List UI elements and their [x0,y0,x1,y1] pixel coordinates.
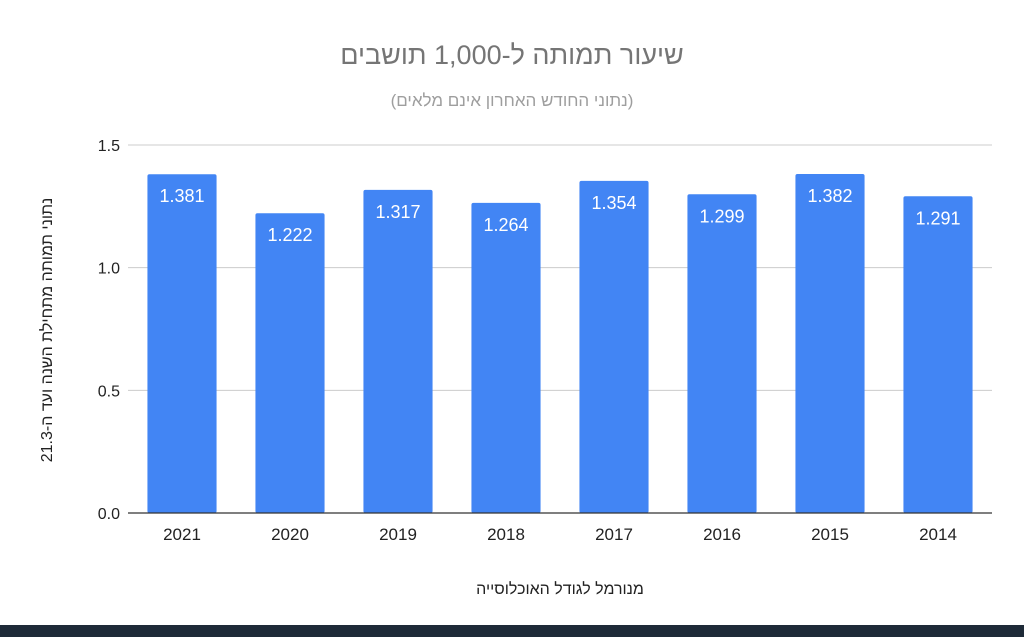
bar-value-label: 1.291 [915,208,960,228]
x-tick-label: 2015 [811,525,849,544]
x-tick-label: 2021 [163,525,201,544]
y-axis-ticks: 0.0 0.5 1.0 1.5 [98,138,120,523]
bar [687,194,757,513]
bar [255,213,325,513]
bar-value-label: 1.299 [699,206,744,226]
bars: 1.381 1.222 1.317 1.264 1.354 1.299 1.382 1.291 [147,173,973,514]
bar-value-label: 1.381 [159,186,204,206]
bar [471,202,541,513]
x-tick-label: 2019 [379,525,417,544]
x-tick-label: 2017 [595,525,633,544]
x-axis-ticks: 2021 2020 2019 2018 2017 2016 2015 2014 [163,525,957,544]
x-tick-label: 2016 [703,525,741,544]
y-tick-label: 1.5 [98,138,120,155]
bar [147,174,217,513]
y-tick-label: 0.0 [98,506,120,523]
x-tick-label: 2020 [271,525,309,544]
chart-title: שיעור תמותה ל-1,000 תושבים [340,40,684,70]
y-tick-label: 0.5 [98,383,120,400]
bar [903,196,973,514]
bar [579,180,649,513]
bar-value-label: 1.222 [267,225,312,245]
bar-value-label: 1.264 [483,215,528,235]
x-axis-label: מנורמל לגודל האוכלוסייה [476,580,644,598]
bar-value-label: 1.354 [591,193,636,213]
x-tick-label: 2018 [487,525,525,544]
x-tick-label: 2014 [919,525,957,544]
bar [363,189,433,513]
y-axis-label: נתוני תמותה מתחילת השנה ועד ה-21.3 [38,198,56,463]
window-bottom-bar [0,625,1024,637]
bar-value-label: 1.317 [375,202,420,222]
y-tick-label: 1.0 [98,261,120,278]
chart-subtitle: (נתוני החודש האחרון אינם מלאים) [391,91,634,110]
bar-value-label: 1.382 [807,186,852,206]
bar [795,173,865,513]
